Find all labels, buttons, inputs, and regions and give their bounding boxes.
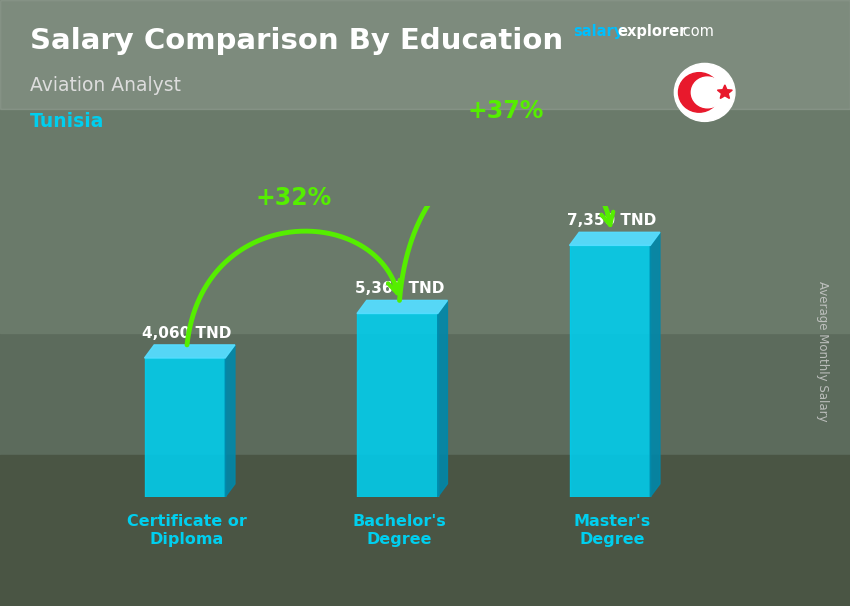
- Text: Aviation Analyst: Aviation Analyst: [30, 76, 181, 95]
- Circle shape: [674, 64, 735, 121]
- Polygon shape: [570, 232, 660, 245]
- Text: Certificate or
Diploma: Certificate or Diploma: [127, 514, 247, 547]
- Bar: [0, 454, 850, 606]
- Bar: [357, 313, 438, 497]
- Bar: [0, 0, 850, 333]
- Text: 7,350 TND: 7,350 TND: [568, 213, 656, 228]
- Polygon shape: [438, 301, 447, 497]
- Text: 5,360 TND: 5,360 TND: [354, 281, 445, 296]
- Circle shape: [678, 73, 720, 112]
- Text: Average Monthly Salary: Average Monthly Salary: [816, 281, 829, 422]
- Text: +32%: +32%: [255, 185, 332, 210]
- Polygon shape: [225, 345, 235, 497]
- Bar: [144, 358, 225, 497]
- Text: .com: .com: [678, 24, 714, 39]
- Bar: [570, 245, 650, 497]
- Text: Bachelor's
Degree: Bachelor's Degree: [353, 514, 446, 547]
- Polygon shape: [144, 345, 235, 358]
- Polygon shape: [650, 232, 660, 497]
- Text: explorer: explorer: [617, 24, 687, 39]
- Polygon shape: [357, 301, 447, 313]
- Text: Tunisia: Tunisia: [30, 112, 104, 131]
- Text: Master's
Degree: Master's Degree: [574, 514, 650, 547]
- Text: salary: salary: [574, 24, 624, 39]
- Text: Salary Comparison By Education: Salary Comparison By Education: [30, 27, 563, 55]
- Text: +37%: +37%: [468, 99, 544, 122]
- Bar: [0, 0, 850, 109]
- Polygon shape: [717, 85, 732, 98]
- Circle shape: [691, 77, 723, 108]
- Text: 4,060 TND: 4,060 TND: [142, 325, 232, 341]
